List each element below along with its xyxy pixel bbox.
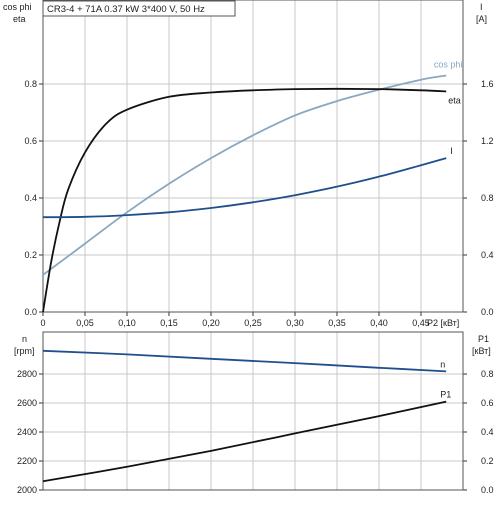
series-line-eta: [42, 87, 447, 313]
bottom-right-tick-label: 0.8: [481, 369, 494, 379]
bottom-right-tick-label: 0.2: [481, 456, 494, 466]
bottom-right-axis-label: P1: [478, 334, 489, 344]
chart-title: CR3-4 + 71A 0.37 kW 3*400 V, 50 Hz: [47, 4, 205, 15]
top-x-tick-label: 0,25: [244, 318, 262, 328]
bottom-grid: [39, 331, 467, 491]
top-left-tick-label: 0.6: [24, 136, 37, 146]
bottom-left-tick-label: 2000: [17, 485, 37, 495]
top-right-tick-label: 1.6: [481, 79, 494, 89]
series-label-P1: P1: [440, 390, 451, 400]
series-label-cos-phi: cos phi: [434, 59, 463, 69]
bottom-left-tick-label: 2800: [17, 369, 37, 379]
bottom-left-tick-label: 2200: [17, 456, 37, 466]
bottom-left-tick-label: 2400: [17, 427, 37, 437]
top-left-tick-label: 0.8: [24, 79, 37, 89]
series-layer: [42, 74, 447, 483]
top-x-tick-label: 0,15: [160, 318, 178, 328]
top-x-tick-label: 0,20: [202, 318, 220, 328]
top-right-axis-label: I: [480, 2, 483, 12]
top-x-tick-label: 0: [40, 318, 45, 328]
bottom-right-tick-label: 0.0: [481, 485, 494, 495]
top-x-axis-label: P2 [кВт]: [427, 318, 459, 328]
series-label-n: n: [440, 359, 445, 369]
bottom-right-tick-label: 0.4: [481, 427, 494, 437]
bottom-plot-frame: [42, 331, 464, 491]
top-x-tick-label: 0,35: [328, 318, 346, 328]
series-line-P1: [42, 400, 447, 483]
top-right-tick-label: 0.8: [481, 193, 494, 203]
top-right-tick-label: 1.2: [481, 136, 494, 146]
series-line-cos-phi: [42, 74, 447, 276]
top-plot-frame: [42, 0, 464, 313]
series-label-I: I: [450, 146, 453, 156]
top-x-tick-label: 0,10: [118, 318, 136, 328]
bottom-left-axis-label: [rpm]: [14, 346, 35, 356]
top-x-tick-label: 0,45: [412, 318, 430, 328]
top-x-tick-label: 0,05: [76, 318, 94, 328]
top-left-tick-label: 0.2: [24, 250, 37, 260]
top-right-tick-label: 0.0: [481, 307, 494, 317]
top-left-tick-label: 0.0: [24, 307, 37, 317]
top-x-tick-label: 0,40: [370, 318, 388, 328]
top-left-axis-label: cos phi: [3, 2, 32, 12]
bottom-left-axis-label: n: [22, 334, 27, 344]
top-grid: [39, 0, 467, 316]
series-line-n: [42, 349, 447, 373]
labels-layer: 0.0 0.2 0.4 0.6 0.8 0.0 0.4 0.8 1.2 1.6 0 0,05 0,10 0…: [3, 2, 494, 495]
series-label-eta: eta: [448, 95, 461, 105]
series-line-I: [42, 157, 447, 219]
top-right-tick-label: 0.4: [481, 250, 494, 260]
bottom-left-tick-label: 2600: [17, 398, 37, 408]
top-right-axis-label: [A]: [476, 14, 487, 24]
top-left-tick-label: 0.4: [24, 193, 37, 203]
bottom-right-tick-label: 0.6: [481, 398, 494, 408]
title-box: [42, 0, 236, 17]
top-left-axis-label: eta: [13, 14, 26, 24]
top-x-tick-label: 0,30: [286, 318, 304, 328]
bottom-right-axis-label: [кВт]: [472, 346, 491, 356]
